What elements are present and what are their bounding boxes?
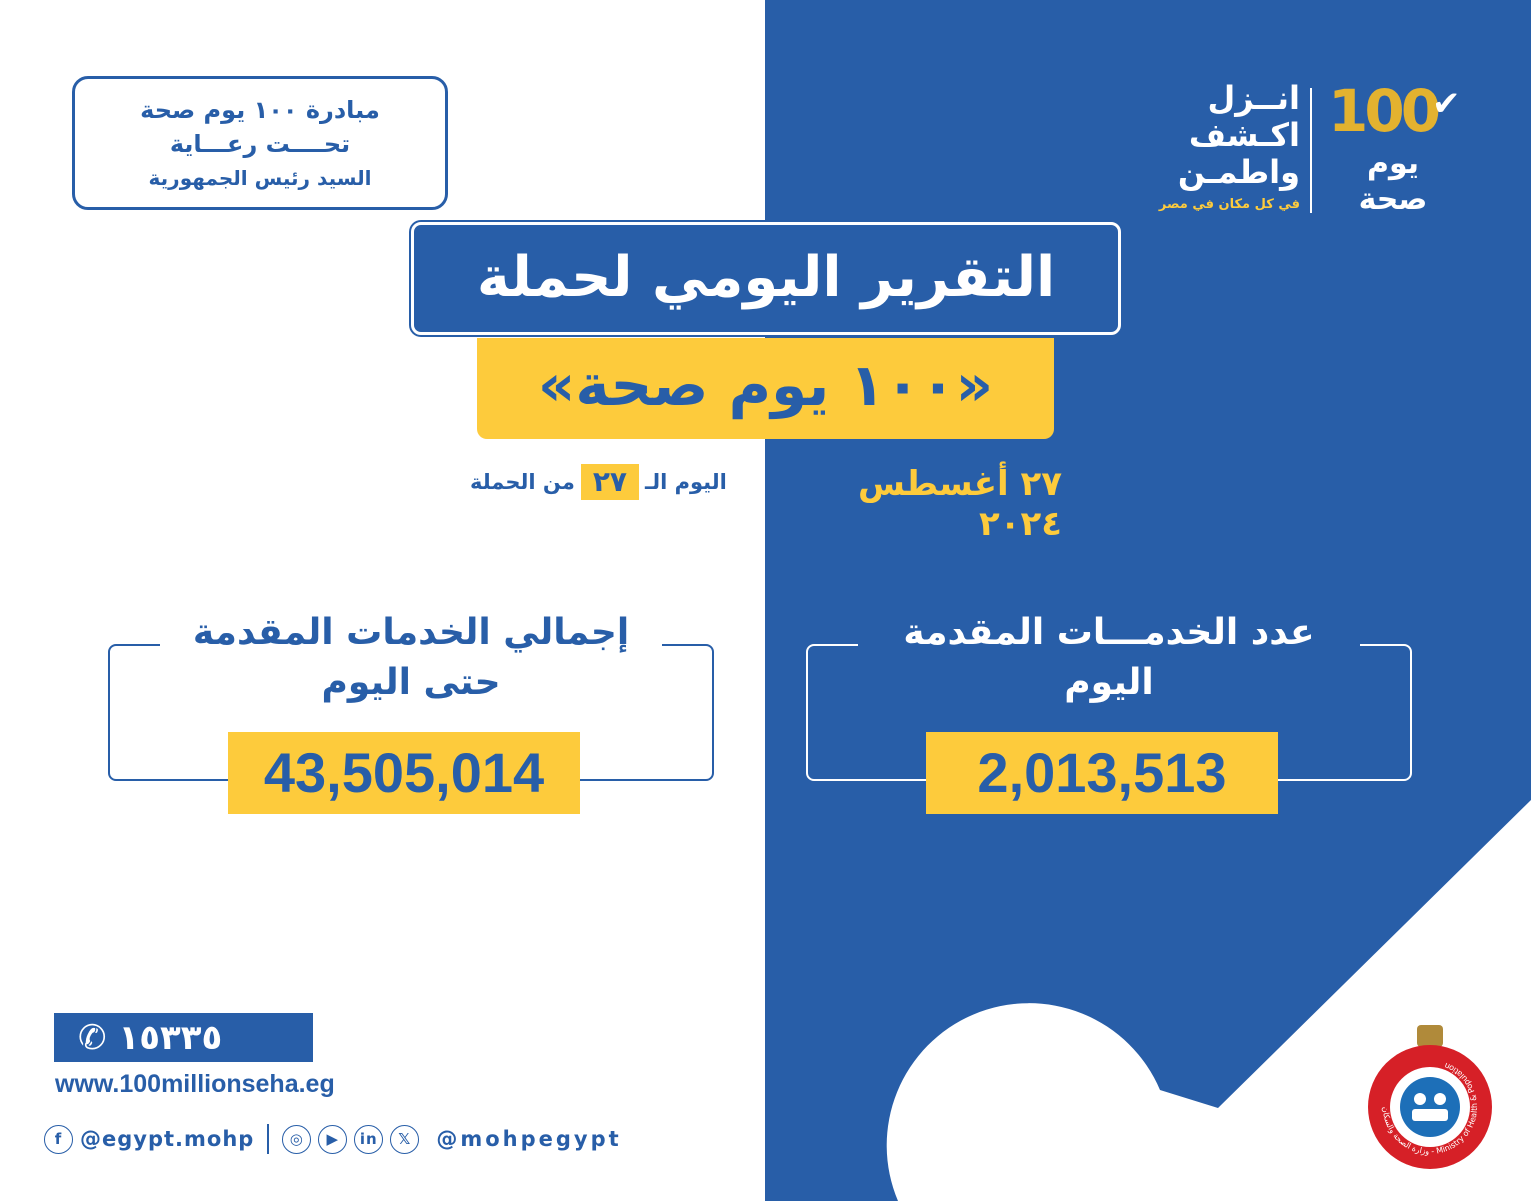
total-services-label: إجمالي الخدمات المقدمة حتى اليوم (160, 608, 662, 708)
facebook-icon[interactable]: f (44, 1124, 73, 1154)
day-number: ٢٧ (580, 464, 640, 500)
logo-yawm-seha: يوم صحة (1358, 146, 1428, 217)
instagram-icon[interactable]: ◎ (282, 1124, 312, 1154)
today-services-label: عدد الخدمـــات المقدمة اليوم (858, 608, 1360, 708)
logo-slogan: انــزل اكـشف واطمـن (1177, 79, 1300, 191)
campaign-day: اليوم الـ ٢٧ من الحملة (470, 462, 760, 502)
x-icon[interactable]: 𝕏 (390, 1124, 420, 1154)
website-link[interactable]: www.100millionseha.eg (55, 1070, 335, 1098)
campaign-name: «١٠٠ يوم صحة» (477, 338, 1054, 439)
day-prefix: اليوم الـ (645, 470, 727, 494)
hotline-number: ١٥٣٣٥ (118, 1017, 223, 1058)
today-services-card: عدد الخدمـــات المقدمة اليوم 2,013,513 (806, 608, 1412, 814)
total-services-value: 43,505,014 (228, 732, 580, 814)
total-services-card: إجمالي الخدمات المقدمة حتى اليوم 43,505,0… (108, 608, 714, 814)
day-suffix: من الحملة (470, 470, 575, 494)
youtube-icon[interactable]: ▶ (318, 1124, 348, 1154)
ministry-of-health-logo: وزارة الصحة والسكان - Ministry of Health… (1368, 1025, 1492, 1169)
report-title: التقرير اليومي لحملة (411, 222, 1121, 335)
facebook-handle[interactable]: @egypt.mohp (80, 1127, 255, 1151)
hotline[interactable]: ✆ ١٥٣٣٥ (54, 1013, 313, 1062)
logo-divider (1310, 88, 1312, 213)
check-icon: ✔ (1432, 84, 1461, 124)
patronage-line2: تحــــت رعـــاية (169, 130, 351, 158)
logo-100: 100 (1328, 77, 1441, 145)
campaign-logo: 100 ✔ يوم صحة انــزل اكـشف واطمـن في كل مكا… (1140, 80, 1470, 220)
linkedin-icon[interactable]: in (354, 1124, 384, 1154)
patronage-line1: مبادرة ١٠٠ يوم صحة (140, 96, 380, 124)
report-date: ٢٧ أغسطس ٢٠٢٤ (857, 464, 1062, 544)
patronage-box: مبادرة ١٠٠ يوم صحة تحــــت رعـــاية السي… (72, 76, 448, 210)
logo-subslogan: في كل مكان في مصر (1158, 197, 1300, 212)
today-services-value: 2,013,513 (926, 732, 1278, 814)
phone-icon: ✆ (78, 1017, 107, 1058)
social-handle[interactable]: @mohpegypt (436, 1127, 622, 1151)
social-links: f @egypt.mohp ◎ ▶ in 𝕏 @mohpegypt (44, 1124, 622, 1154)
patronage-line3: السيد رئيس الجمهورية (148, 166, 372, 190)
divider (267, 1124, 270, 1154)
